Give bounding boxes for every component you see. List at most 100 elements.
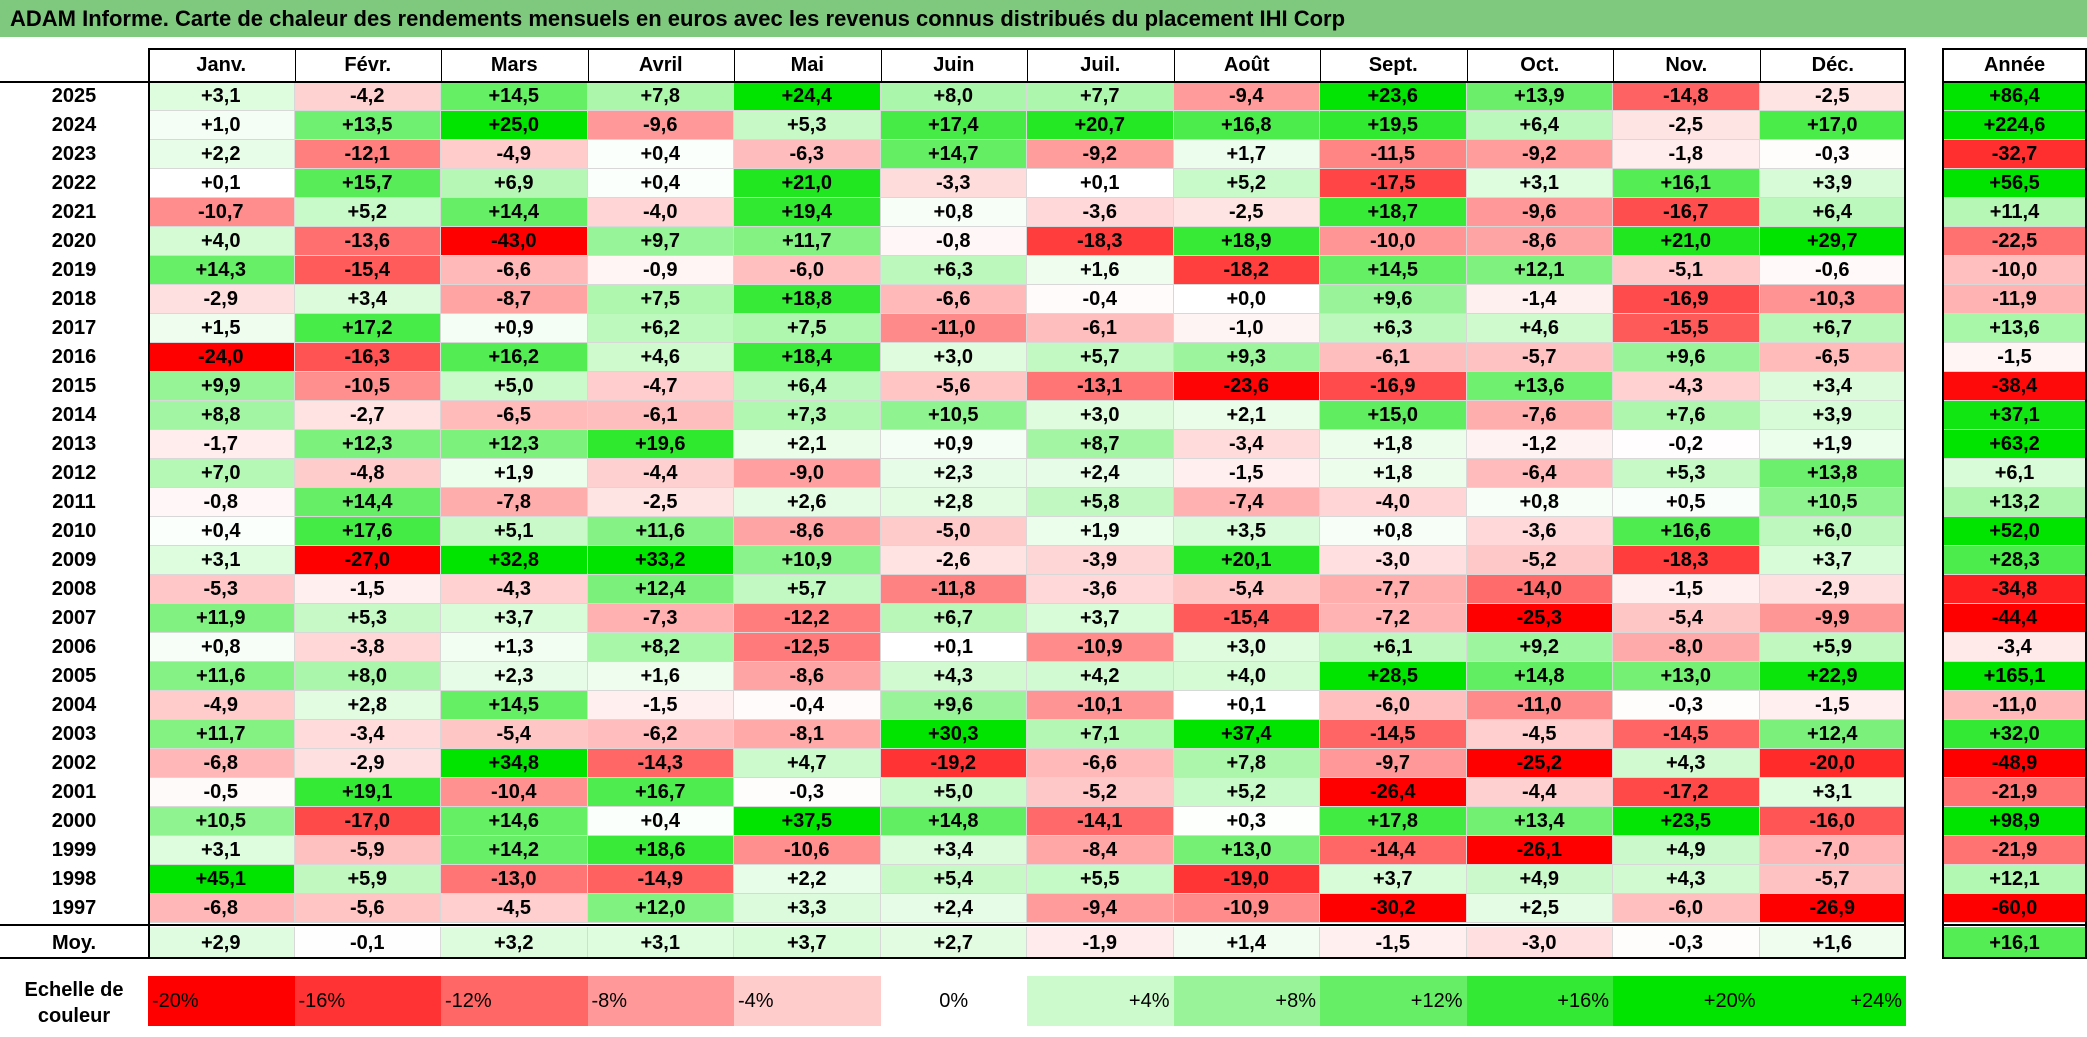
heat-cell: -8,0: [1613, 633, 1760, 662]
heat-cell: +4,6: [1466, 314, 1613, 343]
heat-cell: +1,6: [587, 662, 734, 691]
header-divider: [294, 48, 296, 82]
annual-cell: -21,9: [1942, 778, 2087, 807]
heat-cell: +8,0: [880, 82, 1027, 111]
header-rule-annual: [1942, 81, 2087, 83]
heat-cell: -10,6: [734, 836, 881, 865]
column-header: Juin: [933, 54, 975, 76]
year-label: 2013: [51, 433, 97, 455]
heat-cell: +25,0: [441, 111, 588, 140]
average-cell: -0,3: [1613, 927, 1760, 959]
annual-cell: -44,4: [1942, 604, 2087, 633]
heat-cell: -9,2: [1027, 140, 1174, 169]
color-scale-label: Echelle de couleur: [24, 979, 124, 1027]
heat-cell: +2,2: [148, 140, 295, 169]
annual-cell: -38,4: [1942, 372, 2087, 401]
heat-cell: -5,2: [1027, 778, 1174, 807]
year-label: 2012: [51, 462, 97, 484]
heat-cell: +2,3: [441, 662, 588, 691]
heat-cell: +7,7: [1027, 82, 1174, 111]
heat-cell: +29,7: [1759, 227, 1906, 256]
heat-cell: +37,5: [734, 807, 881, 836]
year-label: 2019: [51, 259, 97, 281]
heat-cell: +0,9: [880, 430, 1027, 459]
heat-cell: +16,7: [587, 778, 734, 807]
heat-cell: -14,5: [1320, 720, 1467, 749]
heat-cell: +10,5: [148, 807, 295, 836]
heat-cell: +3,9: [1759, 169, 1906, 198]
heat-cell: -2,5: [587, 488, 734, 517]
heat-cell: -4,3: [441, 575, 588, 604]
heat-cell: +5,0: [441, 372, 588, 401]
average-cell: +1,4: [1173, 927, 1320, 959]
heat-cell: +45,1: [148, 865, 295, 894]
header-divider: [1613, 48, 1614, 82]
heat-cell: +23,5: [1613, 807, 1760, 836]
heat-cell: +2,8: [880, 488, 1027, 517]
heat-cell: +3,4: [294, 285, 441, 314]
column-header: Janv.: [196, 54, 247, 76]
heat-cell: -6,8: [148, 894, 295, 923]
heat-cell: +34,8: [441, 749, 588, 778]
heat-cell: -6,1: [587, 401, 734, 430]
heat-cell: -4,5: [1466, 720, 1613, 749]
heat-cell: +32,8: [441, 546, 588, 575]
color-scale-stop: +8%: [1173, 976, 1320, 1026]
heat-cell: -6,6: [880, 285, 1027, 314]
heat-cell: +6,7: [1759, 314, 1906, 343]
heat-cell: +6,1: [1320, 633, 1467, 662]
year-label: 2002: [51, 752, 97, 774]
heat-cell: -18,3: [1613, 546, 1760, 575]
heat-cell: +2,3: [880, 459, 1027, 488]
heat-cell: +30,3: [880, 720, 1027, 749]
heat-cell: -0,8: [148, 488, 295, 517]
heat-cell: +14,6: [441, 807, 588, 836]
heat-cell: -4,9: [148, 691, 295, 720]
heat-cell: -10,0: [1320, 227, 1467, 256]
heat-cell: -1,4: [1466, 285, 1613, 314]
heat-cell: +5,4: [880, 865, 1027, 894]
heat-cell: -24,0: [148, 343, 295, 372]
heat-cell: -6,5: [1759, 343, 1906, 372]
heat-cell: +1,9: [441, 459, 588, 488]
heat-cell: +17,0: [1759, 111, 1906, 140]
heat-cell: +9,6: [1320, 285, 1467, 314]
color-scale-stop: -4%: [734, 976, 881, 1026]
heat-cell: -10,9: [1173, 894, 1320, 923]
annual-cell: -11,0: [1942, 691, 2087, 720]
heat-cell: +6,7: [880, 604, 1027, 633]
heat-cell: +2,4: [880, 894, 1027, 923]
heat-cell: -43,0: [441, 227, 588, 256]
heat-cell: +18,7: [1320, 198, 1467, 227]
heat-cell: +4,7: [734, 749, 881, 778]
heat-cell: -2,5: [1173, 198, 1320, 227]
heat-cell: +12,1: [1466, 256, 1613, 285]
heat-cell: +18,6: [587, 836, 734, 865]
header-divider: [1320, 48, 1321, 82]
heat-cell: -0,6: [1759, 256, 1906, 285]
heat-cell: -1,2: [1466, 430, 1613, 459]
year-label: 2004: [51, 694, 97, 716]
heat-cell: +24,4: [734, 82, 881, 111]
heat-cell: -7,3: [587, 604, 734, 633]
annual-cell: -34,8: [1942, 575, 2087, 604]
heat-cell: -9,7: [1320, 749, 1467, 778]
heat-cell: +3,1: [1466, 169, 1613, 198]
heat-cell: -14,5: [1613, 720, 1760, 749]
heat-cell: -3,9: [1027, 546, 1174, 575]
heat-cell: +7,5: [587, 285, 734, 314]
heat-cell: +6,9: [441, 169, 588, 198]
heat-cell: +10,9: [734, 546, 881, 575]
heat-cell: -0,3: [1613, 691, 1760, 720]
heat-cell: +0,8: [148, 633, 295, 662]
annual-cell: +6,1: [1942, 459, 2087, 488]
heat-cell: -1,5: [1759, 691, 1906, 720]
heat-cell: -20,0: [1759, 749, 1906, 778]
heat-cell: +1,0: [148, 111, 295, 140]
annual-cell: -32,7: [1942, 140, 2087, 169]
heat-cell: -8,6: [1466, 227, 1613, 256]
heat-cell: +11,9: [148, 604, 295, 633]
heat-cell: -0,4: [734, 691, 881, 720]
heat-cell: +1,9: [1759, 430, 1906, 459]
heat-cell: +16,6: [1613, 517, 1760, 546]
